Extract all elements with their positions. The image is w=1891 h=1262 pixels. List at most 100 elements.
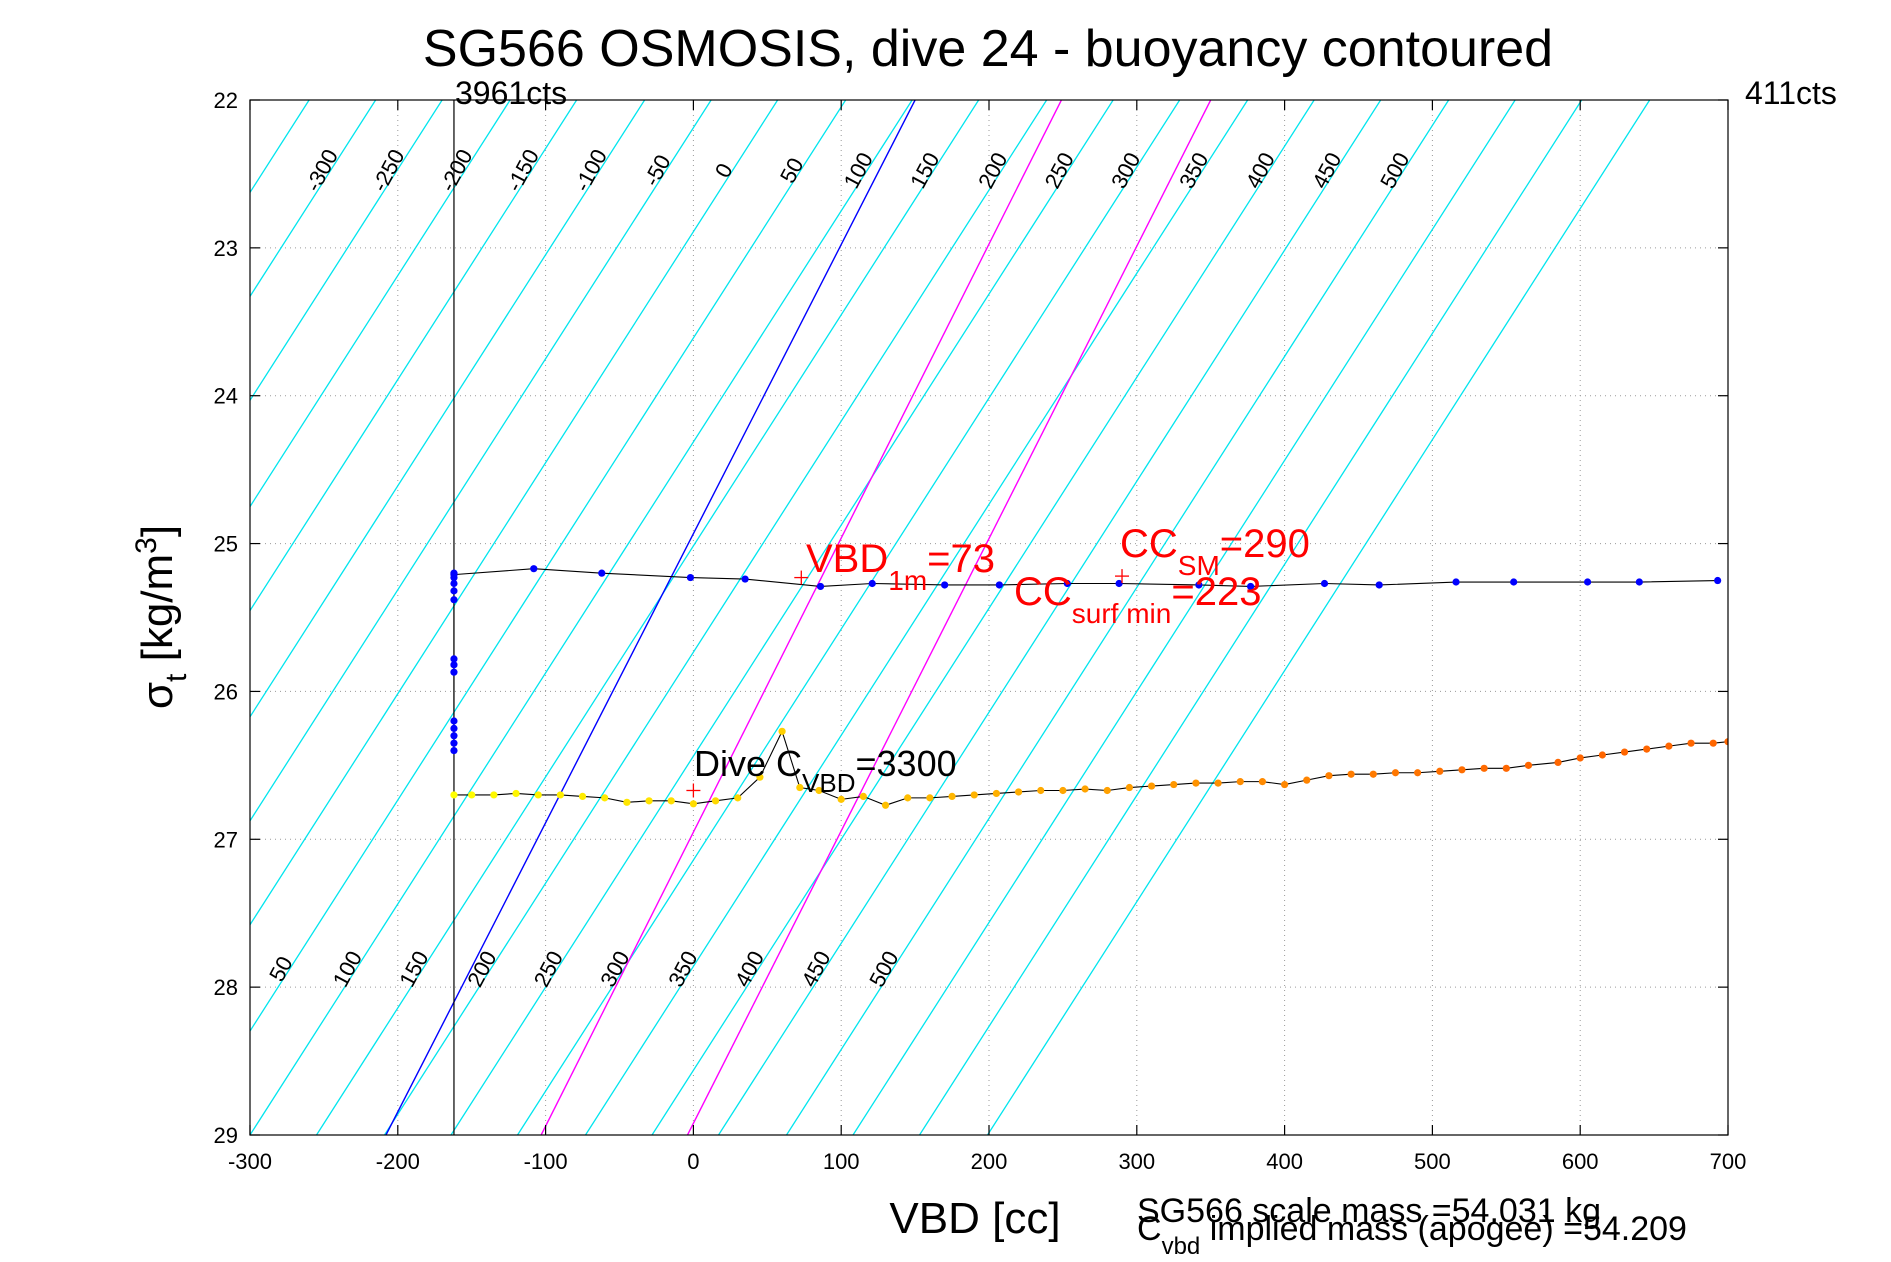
climb-point bbox=[512, 789, 520, 798]
x-tick-label: 400 bbox=[1266, 1149, 1303, 1174]
dive-point bbox=[450, 661, 458, 669]
climb-point bbox=[450, 791, 458, 799]
climb-point bbox=[992, 789, 1000, 798]
climb-point bbox=[1436, 767, 1444, 775]
climb-point bbox=[1709, 739, 1717, 747]
dive_top-point bbox=[941, 581, 949, 589]
contour-line bbox=[250, 100, 646, 719]
cc_sm-line bbox=[686, 100, 1212, 1135]
climb-point bbox=[1103, 786, 1111, 795]
chart-title: SG566 OSMOSIS, dive 24 - buoyancy contou… bbox=[423, 20, 1553, 78]
climb-point bbox=[1576, 754, 1584, 762]
dive-point bbox=[450, 579, 458, 588]
climb-point bbox=[534, 791, 542, 799]
cc-sm-sub: SM bbox=[1178, 550, 1220, 581]
top-left-label: 3961cts bbox=[455, 75, 567, 111]
climb-point bbox=[667, 797, 675, 805]
y-tick-label: 28 bbox=[214, 975, 238, 1000]
markers-group bbox=[686, 569, 1130, 798]
vbd-1m-annotation: VBD1m=73 bbox=[806, 537, 995, 596]
contour-line bbox=[250, 100, 779, 926]
climb-point bbox=[1369, 770, 1377, 778]
x-tick-label: 600 bbox=[1562, 1149, 1599, 1174]
climb-point bbox=[778, 727, 786, 735]
climb-point bbox=[815, 786, 823, 795]
contour-lines bbox=[250, 100, 1651, 1135]
x-tick-label: 300 bbox=[1118, 1149, 1155, 1174]
climb-point bbox=[1620, 748, 1629, 756]
y-tick-label: 22 bbox=[214, 88, 238, 113]
climb-point bbox=[1325, 772, 1333, 780]
climb-point bbox=[490, 791, 498, 799]
y-label-base: σ bbox=[133, 682, 182, 709]
contour-line bbox=[315, 100, 980, 1135]
contour-line bbox=[250, 100, 511, 508]
dive-point bbox=[450, 724, 458, 732]
scale-mass-label: SG566 scale mass =54.031 kg bbox=[1137, 1192, 1601, 1230]
dive_top-point bbox=[450, 571, 458, 579]
contour-line bbox=[651, 100, 1315, 1135]
climb-point bbox=[1458, 766, 1466, 774]
climb-point bbox=[601, 794, 609, 802]
climb-point bbox=[1059, 786, 1067, 795]
climb-point bbox=[623, 798, 631, 806]
dive-c-vbd-rest: =3300 bbox=[856, 743, 957, 784]
climb-point bbox=[1598, 751, 1606, 759]
dive_top-point bbox=[868, 579, 876, 588]
contour-line bbox=[250, 100, 712, 823]
y-label-sub: t bbox=[160, 673, 193, 682]
y-label-close: ] bbox=[133, 525, 182, 537]
contour-line bbox=[717, 100, 1382, 1135]
climb-point bbox=[970, 791, 978, 799]
dive_top-point bbox=[686, 573, 695, 582]
x-tick-label: -200 bbox=[376, 1149, 420, 1174]
climb-point bbox=[1170, 780, 1178, 789]
dive_top-line bbox=[453, 568, 1718, 588]
dive_top-point bbox=[1452, 578, 1460, 586]
vbd-1m-base: VBD bbox=[806, 537, 888, 581]
dive-point bbox=[450, 668, 458, 676]
dive_top-point bbox=[1063, 579, 1071, 588]
cc-surf-min-rest: =223 bbox=[1171, 570, 1261, 614]
implied-mass-base: C bbox=[1137, 1210, 1162, 1248]
contour-line bbox=[250, 100, 377, 298]
plot-background bbox=[250, 100, 1728, 1135]
vbd-1m-sub: 1m bbox=[888, 565, 927, 596]
dive_top-point bbox=[1635, 578, 1643, 586]
contour-line bbox=[852, 100, 1516, 1135]
x-tick-label: 700 bbox=[1710, 1149, 1747, 1174]
y-tick-label: 25 bbox=[214, 532, 238, 557]
x-tick-label: 200 bbox=[971, 1149, 1008, 1174]
dive_top-point bbox=[598, 569, 606, 577]
x-tick-label: 100 bbox=[823, 1149, 860, 1174]
x-tick-label: 0 bbox=[687, 1149, 699, 1174]
vbd_1m-line bbox=[540, 100, 1063, 1135]
contour-line bbox=[986, 100, 1651, 1135]
climb-point bbox=[1554, 758, 1562, 767]
x-tick-label: 500 bbox=[1414, 1149, 1451, 1174]
climb-point bbox=[1037, 786, 1045, 795]
x-tick-label: -300 bbox=[228, 1149, 272, 1174]
climb-point bbox=[904, 794, 912, 802]
top-right-label: 411cts bbox=[1745, 75, 1837, 111]
climb-point bbox=[1391, 769, 1400, 777]
axis-ticks: -300 -200 -100 0 100 200 300 400 500 600 700 22 23 24… bbox=[214, 88, 1747, 1174]
contour-line bbox=[450, 100, 1114, 1135]
climb-point bbox=[1214, 779, 1222, 787]
dive-point bbox=[450, 732, 458, 740]
dive-c-vbd-base: Dive C bbox=[694, 743, 802, 784]
cc_sm-marker bbox=[1115, 569, 1130, 584]
dive-point bbox=[450, 587, 458, 595]
climb-point bbox=[1347, 770, 1355, 778]
climb-point bbox=[1665, 742, 1673, 750]
climb-point bbox=[837, 795, 845, 803]
contour-line bbox=[250, 100, 913, 1135]
climb-point bbox=[1192, 779, 1200, 787]
x-axis-label: VBD [cc] bbox=[889, 1194, 1060, 1243]
dive-point bbox=[450, 746, 458, 755]
dive_top-point bbox=[1583, 578, 1592, 586]
y-tick-label: 29 bbox=[214, 1123, 238, 1148]
cc-sm-base: CC bbox=[1120, 522, 1178, 566]
cc-sm-annotation: CCSM=290 bbox=[1120, 522, 1310, 581]
